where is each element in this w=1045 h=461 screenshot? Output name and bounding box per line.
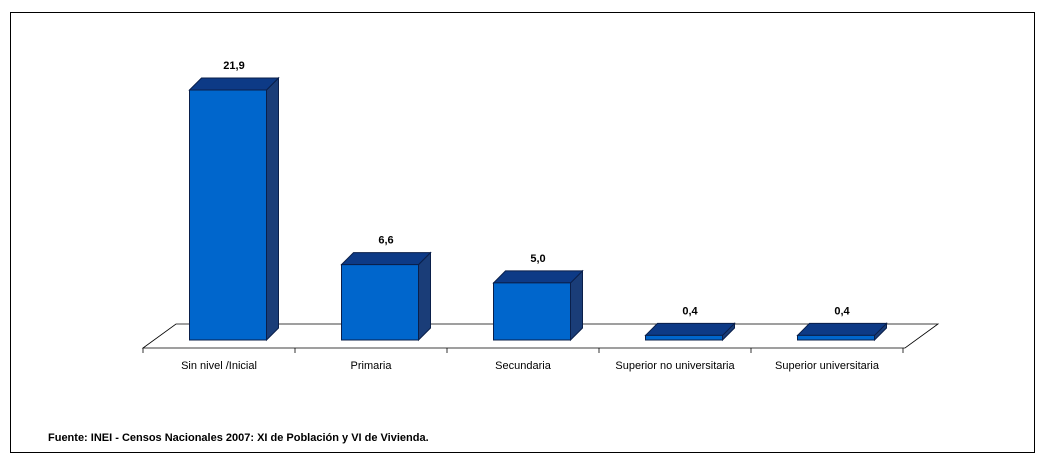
bar-side	[418, 251, 431, 342]
bar-front	[797, 334, 875, 341]
value-label: 0,4	[682, 305, 698, 317]
x-tick-label: Sin nivel /Inicial	[181, 360, 257, 372]
x-tick-label: Superior universitaria	[775, 360, 880, 372]
value-label: 6,6	[378, 235, 393, 247]
bar	[492, 269, 584, 342]
bar-front	[645, 334, 723, 341]
frame	[10, 12, 1035, 453]
bar-front	[341, 264, 419, 341]
x-tick-label: Superior no universitaria	[615, 360, 735, 372]
bar	[188, 76, 280, 342]
bar-top	[340, 252, 432, 266]
value-label: 0,4	[834, 305, 850, 317]
bar-side	[266, 76, 279, 342]
bar-front	[189, 89, 267, 341]
bar-top	[188, 77, 280, 91]
bar-front	[493, 282, 571, 341]
bar	[796, 322, 888, 342]
bar-top	[796, 322, 888, 336]
bar-top	[492, 270, 584, 284]
x-tick-label: Primaria	[351, 360, 393, 372]
bar	[340, 251, 432, 342]
value-label: 21,9	[223, 60, 244, 72]
bar-top	[644, 322, 736, 336]
source-note: Fuente: INEI - Censos Nacionales 2007: X…	[48, 432, 429, 444]
value-label: 5,0	[530, 253, 545, 265]
x-tick-label: Secundaria	[495, 360, 552, 372]
bar	[644, 322, 736, 342]
